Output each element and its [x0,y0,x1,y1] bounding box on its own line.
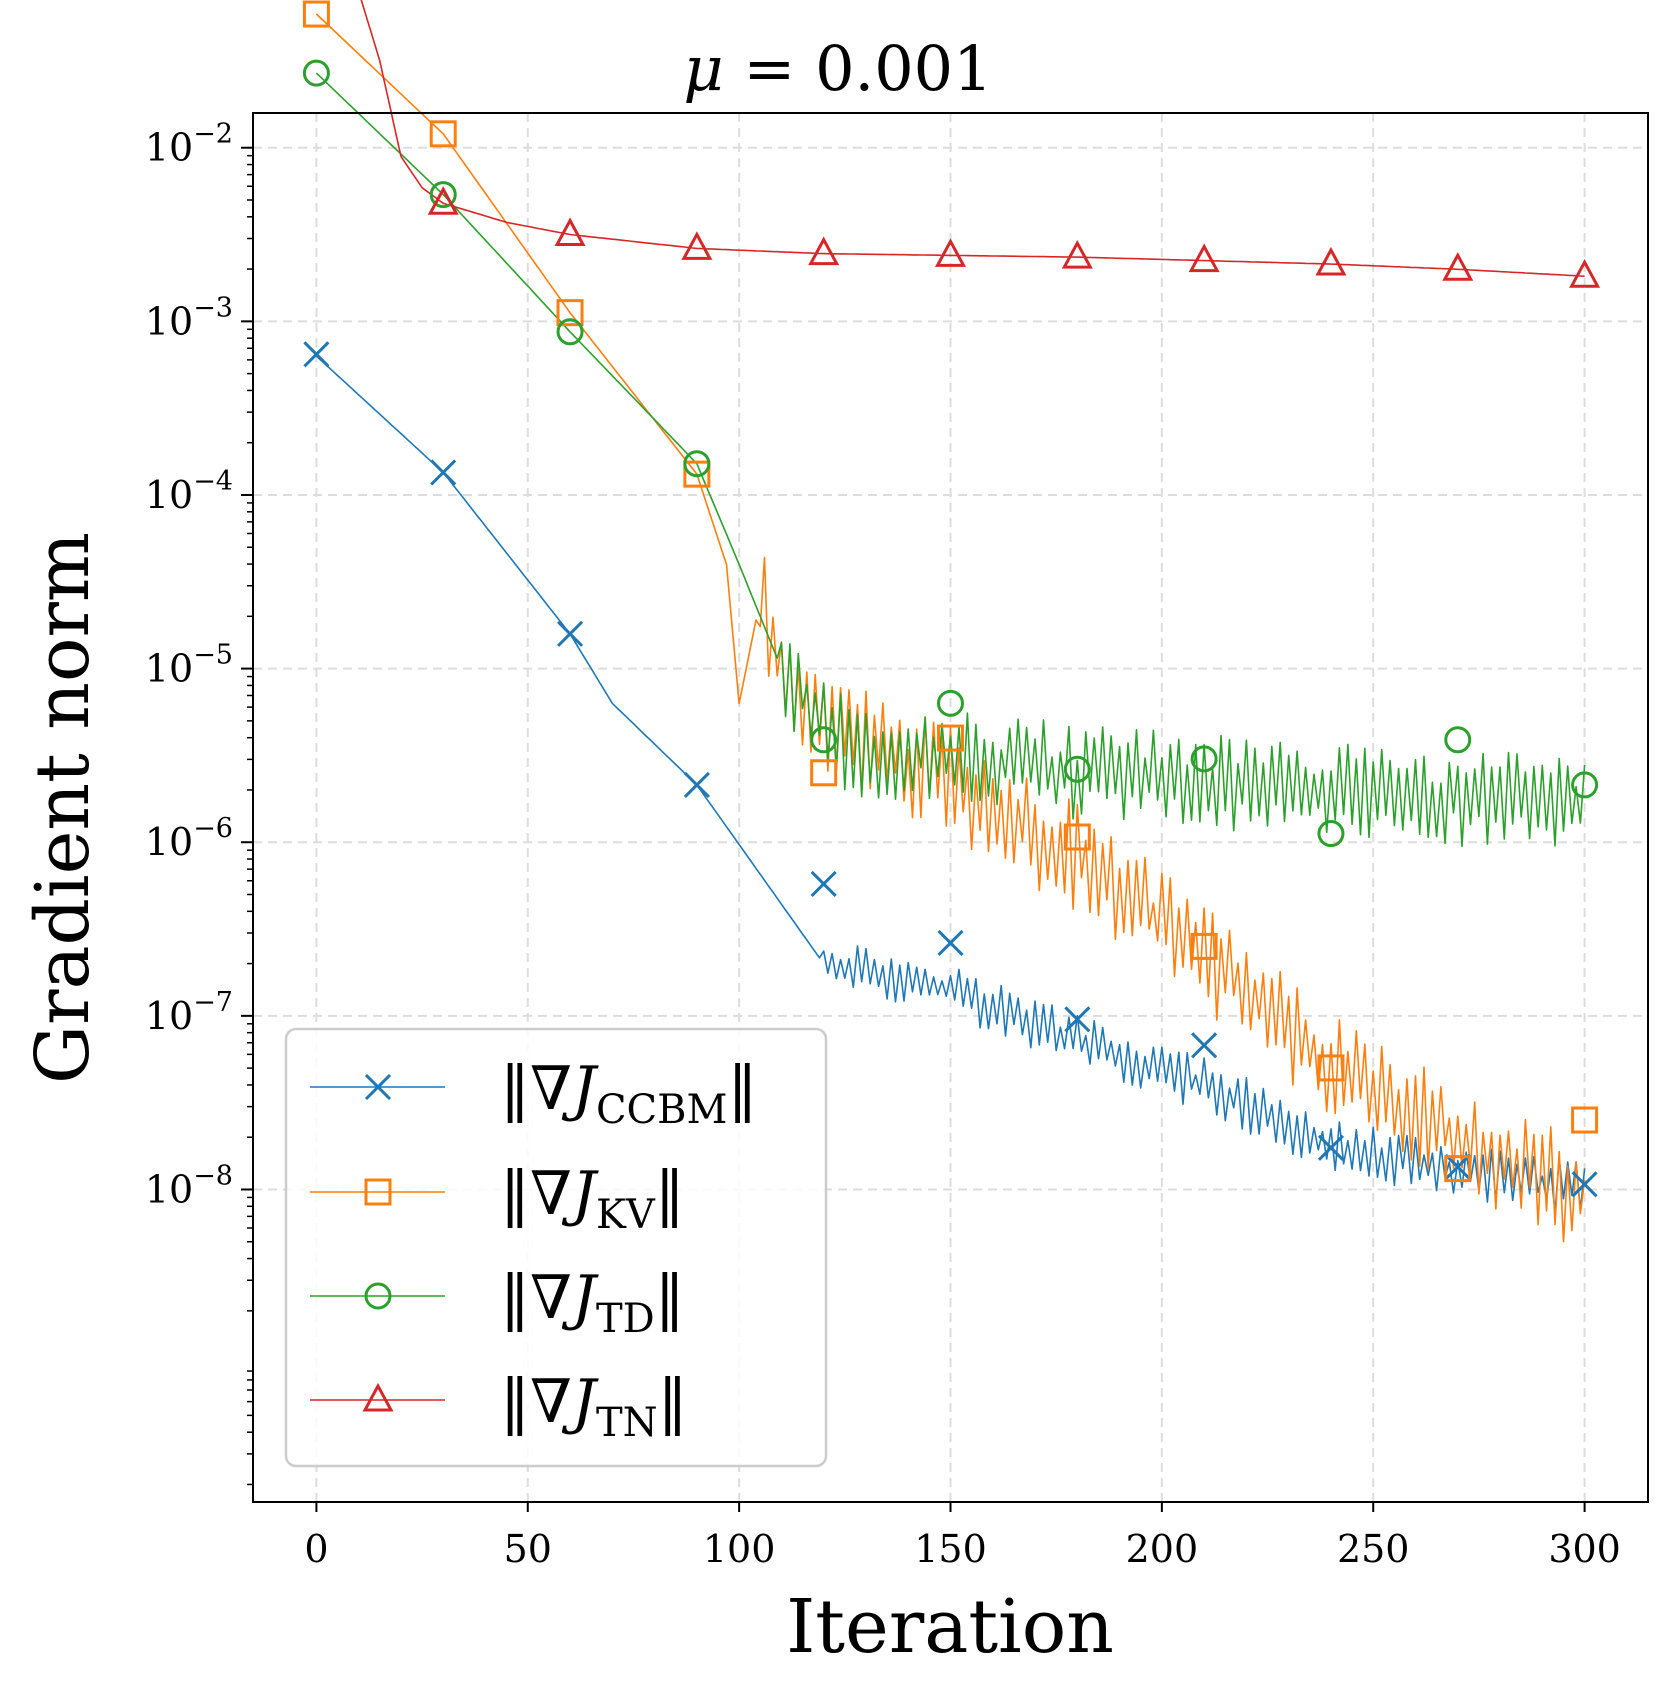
marker-tn [1315,246,1347,276]
marker-ccbm [556,620,584,647]
marker-tn [808,236,840,266]
marker-tn [934,238,967,267]
x-axis-ticks: 0 50 100 150 200 250 300 [304,1502,1621,1571]
grid-lines [253,113,1648,1502]
marker-ccbm [1191,1032,1218,1059]
y-tick-label: 10−7 [145,987,233,1038]
x-tick-label: 200 [1126,1527,1199,1571]
y-tick-label: 10−2 [145,119,233,170]
marker-ccbm [1571,1171,1598,1198]
title-mu: μ [683,32,723,105]
marker-ccbm [1317,1134,1345,1161]
legend-entry-kv: ‖∇JKV‖ [310,1159,685,1238]
marker-kv [1444,1155,1472,1183]
marker-tn [427,186,459,215]
legend: ‖∇JCCBM‖ ‖∇JKV‖ ‖∇JTD‖ ‖∇JTN‖ [284,1027,828,1468]
marker-kv [1063,823,1091,851]
y-axis-label: Gradient norm [20,532,106,1084]
legend-marker [364,1178,392,1206]
marker-kv [429,120,457,148]
legend-label: ‖∇JTD‖ [500,1263,685,1342]
marker-td [1317,820,1345,848]
marker-tn [554,217,586,247]
y-tick-label: 10−5 [145,640,233,691]
marker-kv [937,724,964,752]
marker-ccbm [683,771,710,798]
legend-marker [362,1382,394,1412]
marker-tn [1569,259,1601,288]
marker-kv [683,460,711,488]
legend-label: ‖∇JCCBM‖ [500,1054,758,1133]
series-line-td [315,72,1586,848]
legend-label: ‖∇JKV‖ [500,1159,685,1238]
marker-tn [1188,243,1220,273]
series-line-ccbm [315,355,1586,1214]
y-tick-label: 10−6 [145,813,233,864]
x-tick-label: 50 [504,1527,552,1571]
y-axis-ticks: 10−810−710−610−510−410−310−210−1 [145,119,253,1486]
marker-td [302,59,330,87]
marker-ccbm [430,459,457,486]
marker-tn [1061,239,1093,269]
legend-box [284,1027,828,1468]
x-tick-label: 300 [1548,1527,1621,1571]
x-tick-label: 100 [703,1527,776,1571]
marker-ccbm [937,929,964,956]
y-tick-label: 10−3 [145,292,233,343]
title-value: = 0.001 [743,32,992,105]
chart-title: μ = 0.001 [683,32,992,105]
marker-kv [556,299,584,327]
marker-ccbm [810,870,837,897]
marker-kv [810,759,838,787]
x-tick-label: 250 [1337,1527,1410,1571]
x-tick-label: 150 [914,1527,987,1571]
legend-entry-tn: ‖∇JTN‖ [310,1367,688,1446]
marker-td [1190,745,1218,773]
legend-marker [364,1073,392,1101]
y-tick-label: 10−4 [145,466,233,517]
marker-kv [1571,1106,1599,1134]
marker-td [1571,771,1599,799]
legend-entries: ‖∇JCCBM‖ ‖∇JKV‖ ‖∇JTD‖ ‖∇JTN‖ [310,1054,758,1446]
marker-td [556,318,584,346]
marker-tn [1442,252,1474,281]
marker-kv [1317,1054,1345,1082]
marker-td [937,689,964,717]
marker-kv [302,0,330,28]
series-markers [302,0,1601,1198]
legend-label: ‖∇JTN‖ [500,1367,688,1446]
y-tick-label: 10−8 [145,1160,233,1211]
series-line-tn [360,0,1585,277]
marker-td [1444,726,1472,754]
marker-ccbm [1444,1153,1471,1180]
legend-marker [364,1282,392,1310]
marker-ccbm [1064,1006,1091,1033]
marker-td [683,450,711,478]
marker-kv [1190,932,1218,960]
marker-ccbm [303,341,330,368]
legend-entry-td: ‖∇JTD‖ [310,1263,685,1342]
marker-td [810,726,838,754]
marker-td [429,181,457,209]
x-tick-label: 0 [304,1527,328,1571]
marker-td [1063,755,1091,783]
x-axis-label: Iteration [786,1584,1114,1670]
legend-entry-ccbm: ‖∇JCCBM‖ [310,1054,758,1133]
marker-tn [681,231,713,260]
